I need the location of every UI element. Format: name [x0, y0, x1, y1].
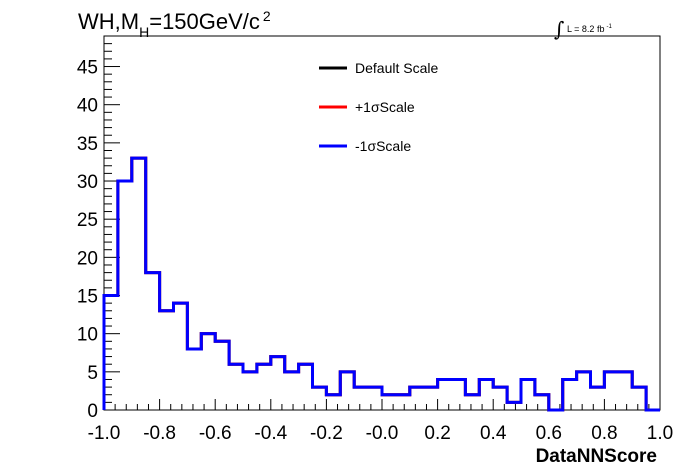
chart-title: WH,MH=150GeV/c 2 — [78, 8, 271, 40]
x-tick-label: -0.8 — [143, 423, 176, 444]
lumi-integral: ∫ — [554, 17, 564, 41]
x-tick-label: 0.6 — [536, 423, 562, 444]
lumi-text: L = 8.2 fb — [567, 24, 604, 34]
legend: Default Scale +1σScale -1σScale — [319, 60, 438, 154]
x-tick-label: 0.2 — [424, 423, 450, 444]
title-rest: =150GeV/c — [149, 9, 260, 34]
lumi-superscript: -1 — [606, 24, 612, 30]
y-tick-label: 45 — [77, 58, 98, 79]
y-tick-label: 30 — [77, 172, 98, 193]
x-tick-label: -0.2 — [310, 423, 343, 444]
title-main-part: WH,M — [78, 9, 139, 34]
legend-label: +1σScale — [355, 99, 415, 115]
series-line-2 — [102, 156, 660, 412]
y-axis: 0 5 10 15 20 25 30 35 40 45 — [77, 35, 120, 422]
y-tick-label: 40 — [77, 96, 98, 117]
y-tick-label: 20 — [77, 248, 98, 269]
x-tick-label: -0.0 — [366, 423, 399, 444]
x-axis: -1.0 -0.8 -0.6 -0.4 -0.2 -0.0 0.2 0.4 0.6 0.8 1.0 — [88, 399, 673, 444]
x-tick-label: -0.4 — [254, 423, 287, 444]
x-tick-label: -0.6 — [199, 423, 232, 444]
y-tick-label: 0 — [87, 401, 98, 422]
lumi-label: L = 8.2 fb -1 — [567, 24, 612, 34]
y-tick-label: 15 — [77, 287, 98, 308]
y-tick-label: 5 — [87, 363, 98, 384]
y-tick-label: 10 — [77, 325, 98, 346]
series-layer — [102, 156, 660, 412]
x-tick-label: -1.0 — [88, 423, 121, 444]
title-subscript: H — [139, 24, 149, 40]
y-tick-label: 35 — [77, 134, 98, 155]
x-axis-label: DataNNScore — [536, 446, 657, 467]
y-tick-label: 25 — [77, 210, 98, 231]
x-tick-label: 0.4 — [480, 423, 507, 444]
plot-frame — [103, 35, 661, 411]
x-tick-label: 1.0 — [647, 423, 673, 444]
legend-label: Default Scale — [355, 60, 438, 76]
legend-label: -1σScale — [355, 138, 411, 154]
x-tick-label: 0.8 — [591, 423, 617, 444]
title-superscript: 2 — [263, 8, 271, 24]
